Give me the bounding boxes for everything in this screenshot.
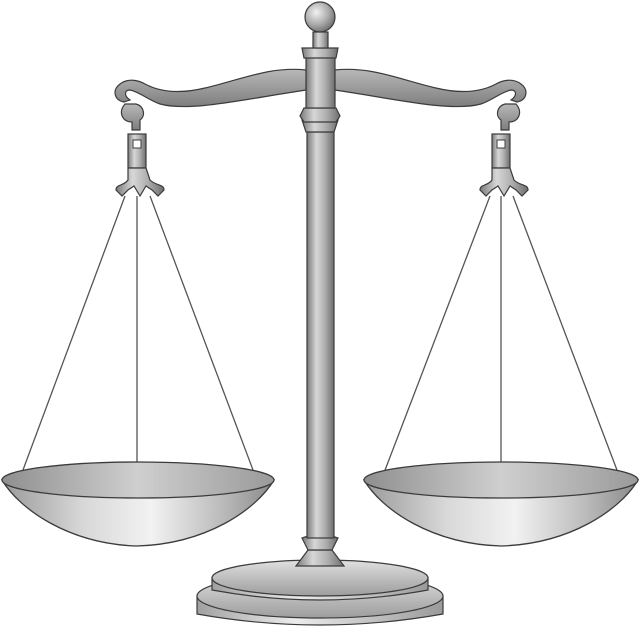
left-pan-strings (19, 195, 257, 490)
finial-knob (304, 1, 336, 33)
scale-beam (114, 68, 527, 108)
right-hanger (479, 103, 529, 198)
left-pan (0, 461, 276, 547)
left-hanger (115, 103, 165, 198)
right-pan-strings (381, 195, 621, 490)
scale-pillar (299, 1, 341, 539)
right-pan (362, 461, 640, 547)
scale-base (196, 531, 444, 626)
